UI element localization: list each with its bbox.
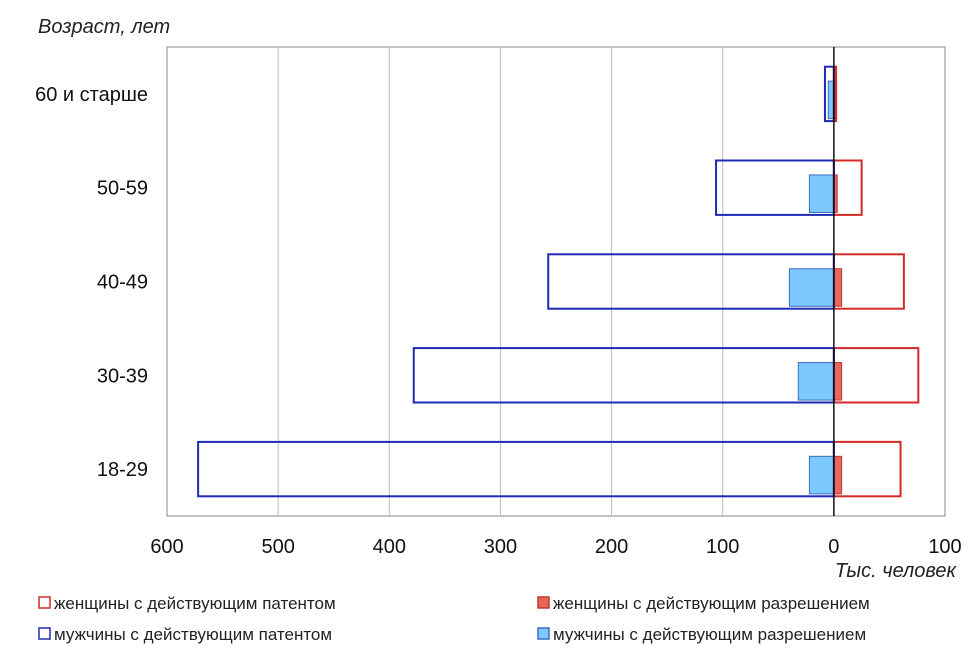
x-tick-label: 0 [828,536,839,558]
x-tick-label: 100 [706,536,739,558]
category-label: 50-59 [97,178,148,200]
category-label: 40-49 [97,272,148,294]
legend-label: женщины с действующим разрешением [553,594,870,613]
x-axis-label: Тыс. человек [835,560,958,582]
legend-swatch [38,627,51,640]
x-tick-label: 100 [928,536,961,558]
bar [833,268,843,307]
x-tick-label: 300 [484,536,517,558]
bar [833,362,843,401]
bar [797,362,835,401]
x-tick-label: 400 [373,536,406,558]
category-labels: 60 и старше 50-59 40-49 30-39 18-29 [35,84,148,481]
gridlines [277,47,724,516]
category-label: 60 и старше [35,84,148,106]
bar [788,268,835,307]
bar [833,455,843,495]
bar [808,174,835,213]
legend-swatch [537,627,550,640]
x-tick-label: 500 [261,536,294,558]
legend-label: мужчины с действующим патентом [54,625,332,644]
category-label: 30-39 [97,365,148,387]
x-tick-label: 200 [595,536,628,558]
legend-swatch [537,596,550,609]
y-axis-label: Возраст, лет [38,16,170,38]
legend-label: мужчины с действующим разрешением [553,625,866,644]
legend-label: женщины с действующим патентом [54,594,336,613]
legend: женщины с действующим патентом женщины с … [38,594,870,644]
category-label: 18-29 [97,459,148,481]
bar [808,455,835,495]
x-tick-labels: 600 500 400 300 200 100 0 100 [150,536,961,558]
x-tick-label: 600 [150,536,183,558]
legend-swatch [38,596,51,609]
